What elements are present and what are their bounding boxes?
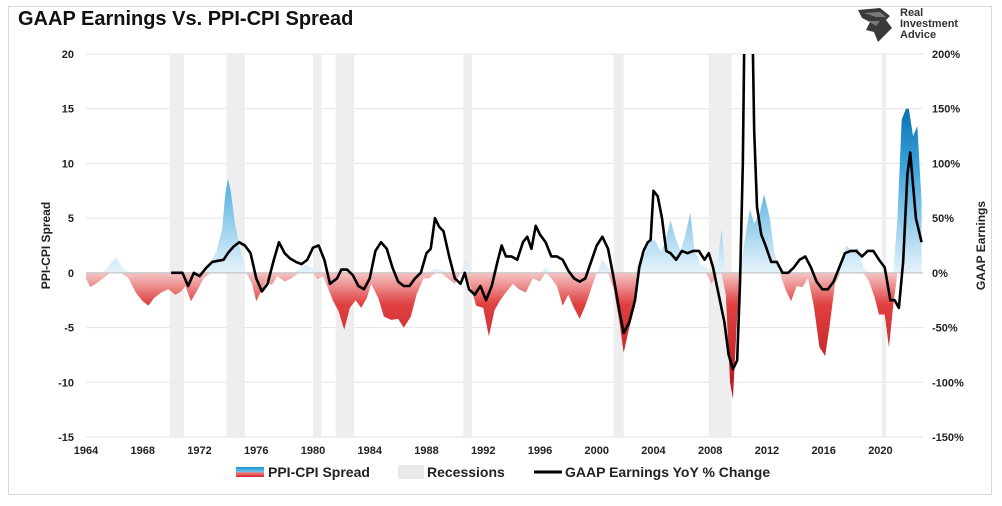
legend-swatch-spread bbox=[236, 467, 264, 477]
earnings-line bbox=[171, 54, 923, 371]
x-tick-label: 1988 bbox=[414, 445, 438, 457]
x-tick-label: 2008 bbox=[698, 445, 722, 457]
recession-band bbox=[613, 54, 624, 437]
recession-band bbox=[169, 54, 184, 437]
y-tick-label: 10 bbox=[62, 158, 74, 170]
axes: 20 200% 15 150% 10 100% 5 50% 0 0% -5 -50% -10 -100% -… bbox=[39, 49, 988, 457]
spread-negative-area bbox=[86, 272, 922, 399]
x-tick-label: 1976 bbox=[244, 445, 268, 457]
y2-tick-label: -50% bbox=[932, 323, 958, 335]
recession-band bbox=[463, 54, 472, 437]
y2-tick-label: 150% bbox=[932, 104, 960, 116]
x-tick-label: 1964 bbox=[74, 445, 99, 457]
brand-line-1: Real bbox=[900, 7, 924, 19]
x-tick-label: 2020 bbox=[868, 445, 892, 457]
y2-tick-label: -100% bbox=[932, 377, 964, 389]
x-tick-label: 1968 bbox=[131, 445, 155, 457]
x-tick-label: 1992 bbox=[471, 445, 495, 457]
y2-tick-label: -150% bbox=[932, 432, 964, 444]
recession-band bbox=[881, 54, 887, 437]
y-tick-label: -15 bbox=[58, 432, 74, 444]
y2-tick-label: 50% bbox=[932, 213, 954, 225]
y-tick-label: 5 bbox=[68, 213, 74, 225]
x-tick-label: 2004 bbox=[641, 445, 666, 457]
legend-label-earnings: GAAP Earnings YoY % Change bbox=[565, 464, 770, 480]
earnings-yoy-line bbox=[171, 54, 923, 371]
x-tick-label: 2012 bbox=[755, 445, 779, 457]
legend-label-spread: PPI-CPI Spread bbox=[268, 464, 370, 480]
legend: PPI-CPI Spread Recessions GAAP Earnings Yo… bbox=[236, 464, 770, 480]
y-tick-label: 20 bbox=[62, 49, 74, 61]
y2-tick-label: 0% bbox=[932, 268, 948, 280]
y-axis-label: PPI-CPI Spread bbox=[39, 202, 53, 289]
y-tick-label: -10 bbox=[58, 377, 74, 389]
brand-line-3: Advice bbox=[900, 29, 937, 41]
legend-swatch-recessions bbox=[398, 465, 424, 479]
legend-label-recessions: Recessions bbox=[427, 464, 505, 480]
x-tick-label: 1984 bbox=[357, 445, 382, 457]
brand-line-2: Investment bbox=[900, 18, 959, 30]
x-tick-label: 2000 bbox=[584, 445, 608, 457]
x-tick-label: 1980 bbox=[301, 445, 325, 457]
y-tick-label: -5 bbox=[64, 323, 74, 335]
x-tick-label: 2016 bbox=[811, 445, 835, 457]
grid-lines bbox=[86, 53, 923, 438]
y2-axis-label: GAAP Earnings bbox=[974, 201, 988, 290]
x-tick-label: 1996 bbox=[528, 445, 552, 457]
eagle-icon bbox=[858, 8, 892, 42]
y-tick-label: 0 bbox=[68, 268, 74, 280]
recession-band bbox=[335, 54, 355, 437]
y2-tick-label: 100% bbox=[932, 158, 960, 170]
y2-tick-label: 200% bbox=[932, 49, 960, 61]
x-tick-label: 1972 bbox=[187, 445, 211, 457]
brand-name: Real Investment Advice bbox=[900, 8, 958, 41]
brand-logo: Real Investment Advice bbox=[856, 6, 976, 44]
y-tick-label: 15 bbox=[62, 104, 74, 116]
chart-title: GAAP Earnings Vs. PPI-CPI Spread bbox=[18, 8, 354, 30]
